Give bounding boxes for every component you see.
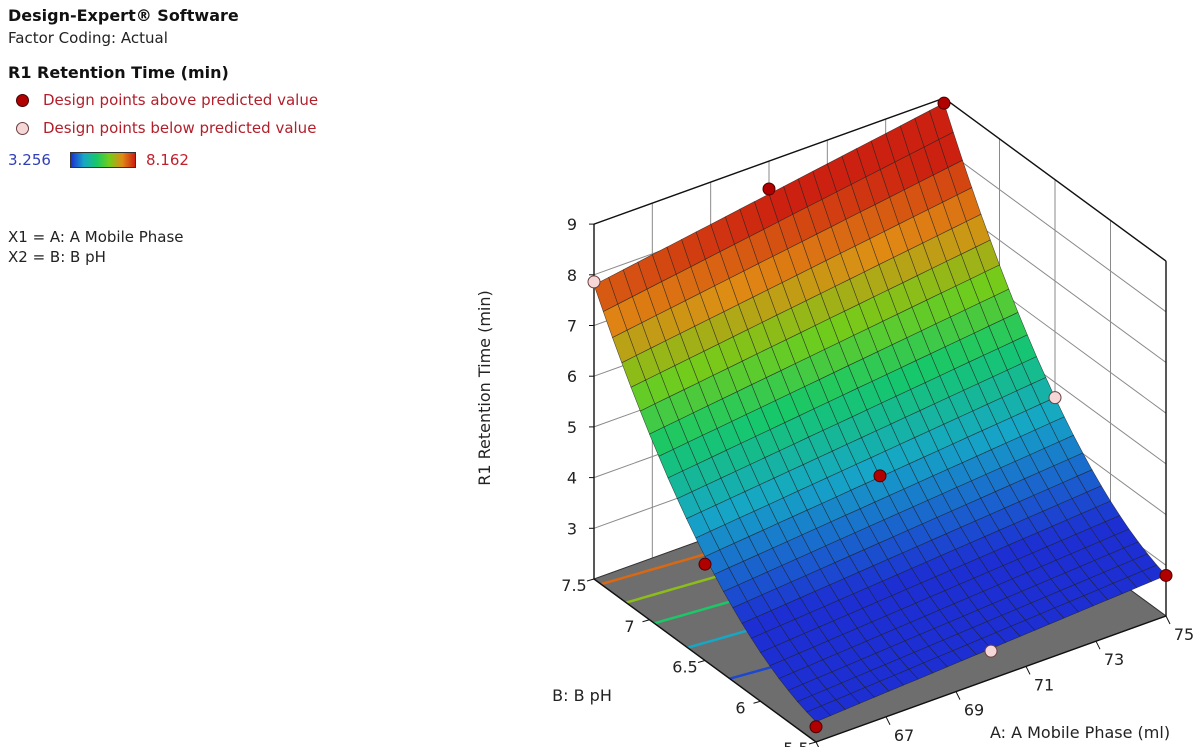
factor-coding-label: Factor Coding: Actual — [8, 29, 168, 47]
design-point-above — [873, 469, 887, 483]
axis-edges — [586, 97, 1171, 747]
x-axis-line — [815, 615, 1167, 743]
y-axis-title: B: B pH — [552, 686, 612, 705]
design-point-above — [937, 96, 951, 110]
x-tick-mark — [885, 716, 891, 726]
y-tick-label: 6.5 — [672, 658, 697, 677]
y-tick-label: 5.5 — [783, 739, 808, 747]
above-label: Design points above predicted value — [43, 91, 319, 109]
surface-cell — [806, 705, 832, 723]
y-tick-label: 7.5 — [561, 576, 586, 595]
design-point-below — [984, 644, 998, 658]
below-point-icon — [16, 121, 29, 135]
y-tick-mark — [753, 700, 761, 704]
x-tick-mark — [815, 741, 820, 747]
x-tick-label: 69 — [964, 701, 984, 720]
design-point-below — [1048, 391, 1062, 405]
x-tick-mark — [955, 691, 961, 700]
z-tick-label: 6 — [567, 367, 577, 386]
x-axis-title: A: A Mobile Phase (ml) — [990, 723, 1170, 742]
legend-below-row: Design points below predicted value — [8, 117, 428, 139]
y-tick-mark — [808, 741, 817, 745]
x-tick-label: 73 — [1104, 650, 1124, 669]
top-back-edge-line — [593, 97, 945, 225]
legend-panel: Design-Expert® Software Factor Coding: A… — [8, 6, 428, 267]
x-tick-label: 71 — [1034, 675, 1054, 694]
x1-definition: X1 = A: A Mobile Phase — [8, 228, 184, 246]
y-tick-mark — [642, 619, 650, 623]
z-tick-label: 7 — [567, 317, 577, 336]
x-tick-mark — [1095, 640, 1101, 650]
x-tick-mark — [1025, 666, 1031, 675]
below-label: Design points below predicted value — [43, 119, 317, 137]
app-title: Design-Expert® Software — [8, 6, 239, 25]
x-tick-mark — [1165, 615, 1171, 625]
z-axis-title: R1 Retention Time (min) — [475, 290, 494, 486]
z-tick-label: 5 — [567, 418, 577, 437]
response-surface — [593, 102, 1167, 723]
above-point-icon — [16, 93, 29, 107]
axis-labels: 34567896567697173755.566.577.5A: A Mobil… — [475, 215, 1194, 747]
color-scale-min: 3.256 — [8, 151, 51, 169]
z-tick-label: 4 — [567, 469, 577, 488]
z-tick-label: 8 — [567, 266, 577, 285]
y-tick-mark — [586, 578, 595, 582]
top-edge-line — [943, 97, 1167, 262]
legend-above-row: Design points above predicted value — [8, 89, 428, 111]
design-point-above — [762, 182, 776, 196]
design-point-above — [698, 557, 712, 571]
x-tick-label: 67 — [894, 726, 914, 745]
color-scale: 3.256 8.162 — [8, 149, 428, 171]
color-scale-max: 8.162 — [146, 151, 189, 169]
design-point-above — [1159, 568, 1173, 582]
x2-definition: X2 = B: B pH — [8, 248, 106, 266]
y-tick-label: 6 — [735, 698, 745, 717]
color-gradient-bar — [70, 152, 136, 168]
design-point-below — [587, 275, 601, 289]
design-point-above — [809, 720, 823, 734]
x-tick-label: 75 — [1174, 625, 1194, 644]
y-tick-label: 7 — [624, 617, 634, 636]
z-tick-label: 9 — [567, 215, 577, 234]
response-title: R1 Retention Time (min) — [8, 63, 229, 82]
design-points — [587, 96, 1173, 734]
z-tick-label: 3 — [567, 519, 577, 538]
y-tick-mark — [697, 660, 706, 663]
